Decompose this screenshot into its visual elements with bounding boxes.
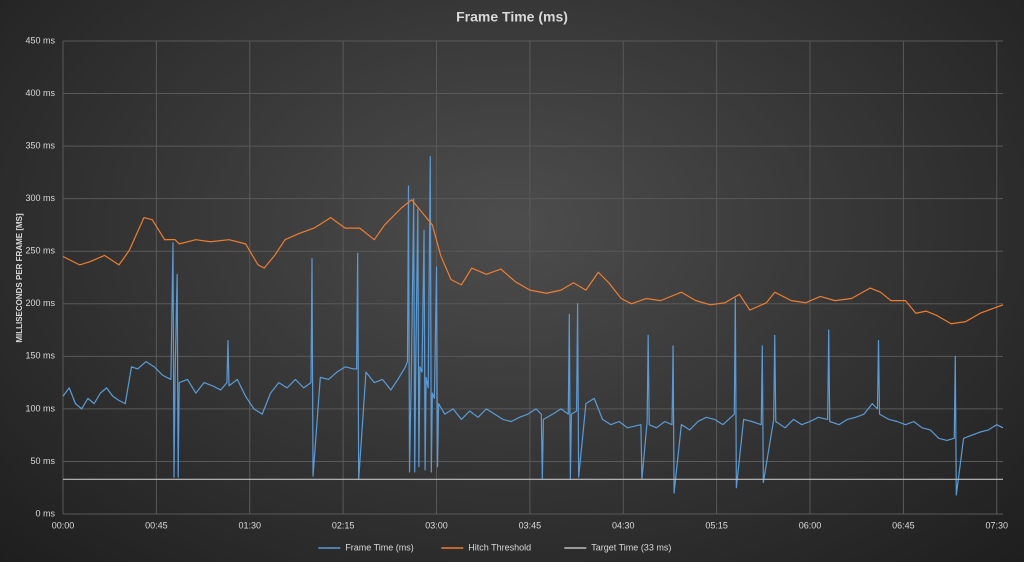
x-tick-label: 02:15 [332, 520, 355, 530]
series-line [62, 156, 1004, 496]
x-tick-label: 06:00 [799, 520, 822, 530]
y-tick-label: 100 ms [25, 403, 55, 413]
x-tick-label: 01:30 [238, 520, 261, 530]
y-axis-label: MILLISECONDS PER FRAME [MS] [15, 213, 24, 343]
x-tick-label: 00:00 [52, 520, 75, 530]
y-tick-label: 350 ms [25, 140, 55, 150]
y-tick-label: 450 ms [25, 35, 55, 45]
legend-label: Target Time (33 ms) [591, 542, 671, 552]
legend-label: Hitch Threshold [468, 542, 531, 552]
y-tick-label: 250 ms [25, 246, 55, 256]
y-tick-label: 0 ms [35, 508, 55, 518]
x-tick-label: 00:45 [145, 520, 168, 530]
x-tick-label: 06:45 [892, 520, 915, 530]
x-tick-label: 05:15 [705, 520, 728, 530]
x-tick-label: 07:30 [986, 520, 1009, 530]
y-tick-label: 300 ms [25, 193, 55, 203]
legend-label: Frame Time (ms) [345, 542, 414, 552]
y-tick-label: 400 ms [25, 88, 55, 98]
x-tick-label: 03:45 [519, 520, 542, 530]
series-line [62, 199, 1004, 325]
x-tick-label: 03:00 [425, 520, 448, 530]
chart-title: Frame Time (ms) [456, 9, 568, 25]
y-tick-label: 50 ms [30, 456, 55, 466]
y-tick-label: 150 ms [25, 351, 55, 361]
y-tick-label: 200 ms [25, 298, 55, 308]
x-tick-label: 04:30 [612, 520, 635, 530]
